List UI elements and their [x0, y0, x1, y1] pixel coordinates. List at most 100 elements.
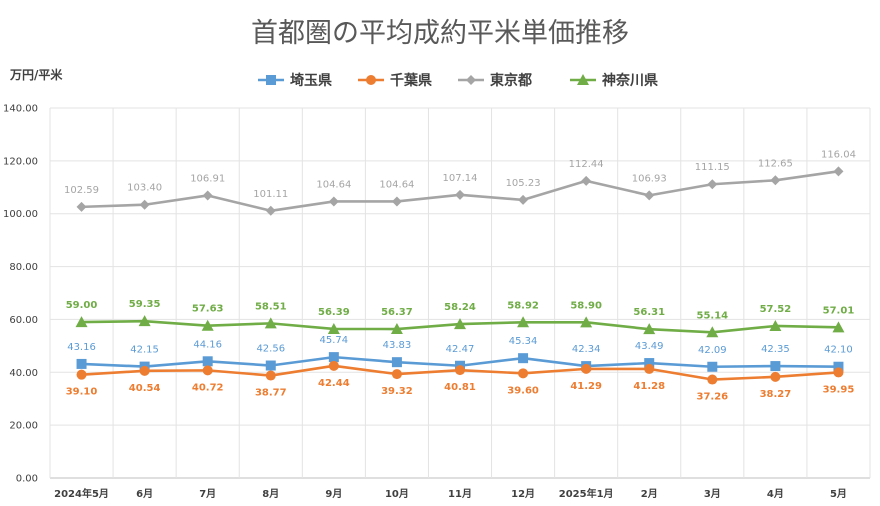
data-point-square — [265, 360, 276, 371]
data-point-triangle — [577, 74, 589, 85]
data-label: 58.90 — [570, 300, 602, 311]
legend: 埼玉県 千葉県 東京都 神奈川県 — [258, 72, 658, 89]
data-point-circle — [518, 368, 529, 379]
data-point-circle — [644, 363, 655, 374]
x-tick-label: 9月 — [325, 488, 342, 500]
data-point-square — [518, 353, 529, 364]
data-label: 42.15 — [130, 345, 159, 356]
legend-label: 埼玉県 — [290, 72, 332, 89]
series-4: 59.00 59.35 57.63 58.51 56.39 56.37 58.24 58.92… — [66, 299, 855, 338]
gridlines — [49, 107, 871, 479]
data-point-square — [707, 361, 718, 372]
data-label: 41.29 — [570, 381, 602, 392]
data-label: 112.44 — [569, 159, 604, 170]
data-point-triangle — [201, 319, 214, 331]
data-point-square — [644, 358, 655, 369]
data-label: 39.60 — [507, 385, 539, 396]
data-point-circle — [265, 370, 276, 381]
data-point-diamond — [455, 189, 465, 200]
x-tick-label: 4月 — [767, 488, 784, 500]
data-label: 56.37 — [381, 307, 413, 318]
data-point-triangle — [643, 323, 656, 335]
data-label: 58.24 — [444, 302, 476, 313]
data-label: 42.09 — [698, 345, 727, 356]
data-label: 58.51 — [255, 301, 287, 312]
data-point-square — [266, 75, 276, 85]
data-point-diamond — [76, 201, 87, 212]
x-tick-label: 5月 — [830, 488, 847, 500]
x-tick-label: 11月 — [448, 488, 472, 500]
data-label: 43.16 — [67, 342, 96, 353]
x-tick-label: 12月 — [511, 488, 535, 500]
x-tick-label: 2月 — [641, 488, 658, 500]
data-label: 56.31 — [633, 307, 665, 318]
data-label: 57.52 — [760, 304, 792, 315]
data-point-diamond — [202, 190, 213, 201]
data-label: 42.47 — [446, 344, 475, 355]
data-point-diamond — [265, 205, 276, 216]
data-point-triangle — [454, 318, 466, 330]
data-point-circle — [76, 369, 87, 380]
data-label: 40.72 — [192, 382, 224, 393]
data-point-triangle — [832, 321, 845, 333]
data-label: 106.93 — [632, 173, 667, 184]
data-label: 112.65 — [758, 158, 793, 169]
data-point-triangle — [75, 316, 88, 328]
legend-label: 東京都 — [490, 72, 532, 89]
data-point-diamond — [518, 194, 529, 205]
data-label: 42.44 — [318, 378, 350, 389]
data-label: 42.56 — [256, 344, 285, 355]
data-point-circle — [581, 363, 592, 374]
data-label: 41.28 — [633, 381, 665, 392]
data-label: 57.01 — [823, 305, 855, 316]
data-label: 107.14 — [443, 173, 478, 184]
y-axis-tick-labels: 0.00 20.00 40.00 60.00 80.00 100.00 120.00 140.… — [3, 104, 38, 485]
data-point-diamond — [833, 166, 844, 177]
data-label: 106.91 — [190, 173, 225, 184]
x-tick-label: 3月 — [704, 488, 721, 500]
data-label: 101.11 — [253, 189, 288, 200]
series-group: 43.16 42.15 44.16 42.56 45.74 43.83 42.47 45.34… — [64, 149, 856, 402]
data-point-circle — [391, 369, 402, 380]
data-point-triangle — [264, 317, 277, 329]
data-point-square — [833, 361, 844, 372]
data-label: 42.10 — [824, 345, 853, 356]
data-label: 40.81 — [444, 382, 476, 393]
data-point-diamond — [391, 196, 402, 207]
y-tick-label: 20.00 — [9, 421, 38, 432]
data-label: 105.23 — [506, 178, 541, 189]
data-point-circle — [833, 367, 844, 378]
legend-label: 神奈川県 — [602, 72, 658, 89]
data-point-diamond — [644, 190, 655, 201]
data-label: 102.59 — [64, 185, 99, 196]
x-tick-label: 8月 — [262, 488, 279, 500]
data-label: 38.27 — [760, 389, 792, 400]
data-point-circle — [366, 75, 376, 85]
series-3: 102.59 103.40 106.91 101.11 104.64 104.64 107.… — [64, 149, 856, 216]
data-label: 111.15 — [695, 162, 730, 173]
data-label: 43.49 — [635, 341, 664, 352]
y-axis-unit-label: 万円/平米 — [9, 67, 63, 82]
data-label: 45.34 — [509, 336, 538, 347]
x-tick-label: 6月 — [136, 488, 153, 500]
data-label: 42.34 — [572, 344, 601, 355]
data-point-circle — [455, 365, 465, 376]
data-label: 57.63 — [192, 304, 224, 315]
chart-title: 首都圏の平均成約平米単価推移 — [251, 18, 629, 49]
data-point-triangle — [327, 322, 340, 334]
x-tick-label: 10月 — [385, 488, 409, 500]
y-tick-label: 40.00 — [9, 368, 38, 379]
y-tick-label: 140.00 — [3, 104, 38, 115]
data-point-diamond — [581, 175, 592, 186]
legend-label: 千葉県 — [390, 72, 432, 89]
data-point-square — [770, 361, 781, 372]
data-point-triangle — [580, 316, 593, 328]
y-tick-label: 60.00 — [9, 315, 38, 326]
data-point-square — [328, 352, 339, 363]
data-label: 103.40 — [127, 183, 162, 194]
x-tick-label: 2025年1月 — [559, 487, 614, 500]
data-label: 39.95 — [823, 384, 855, 395]
data-label: 56.39 — [318, 307, 350, 318]
y-tick-label: 120.00 — [3, 156, 38, 167]
data-point-triangle — [706, 326, 719, 338]
